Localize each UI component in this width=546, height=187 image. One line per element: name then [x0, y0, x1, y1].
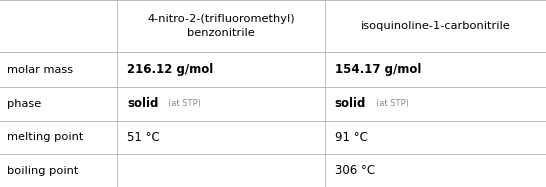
Text: 4-nitro-2-(trifluoromethyl)
benzonitrile: 4-nitro-2-(trifluoromethyl) benzonitrile: [147, 14, 295, 38]
Text: 91 °C: 91 °C: [335, 131, 367, 144]
Text: phase: phase: [7, 99, 41, 109]
Text: (at STP): (at STP): [376, 99, 408, 108]
Text: boiling point: boiling point: [7, 166, 78, 176]
Text: solid: solid: [335, 97, 366, 110]
Text: melting point: melting point: [7, 132, 83, 142]
Text: isoquinoline-1-carbonitrile: isoquinoline-1-carbonitrile: [360, 21, 511, 31]
Text: 306 °C: 306 °C: [335, 164, 375, 177]
Text: 216.12 g/mol: 216.12 g/mol: [127, 63, 213, 76]
Text: 51 °C: 51 °C: [127, 131, 160, 144]
Text: 154.17 g/mol: 154.17 g/mol: [335, 63, 421, 76]
Text: molar mass: molar mass: [7, 65, 73, 75]
Text: (at STP): (at STP): [168, 99, 201, 108]
Text: solid: solid: [127, 97, 158, 110]
